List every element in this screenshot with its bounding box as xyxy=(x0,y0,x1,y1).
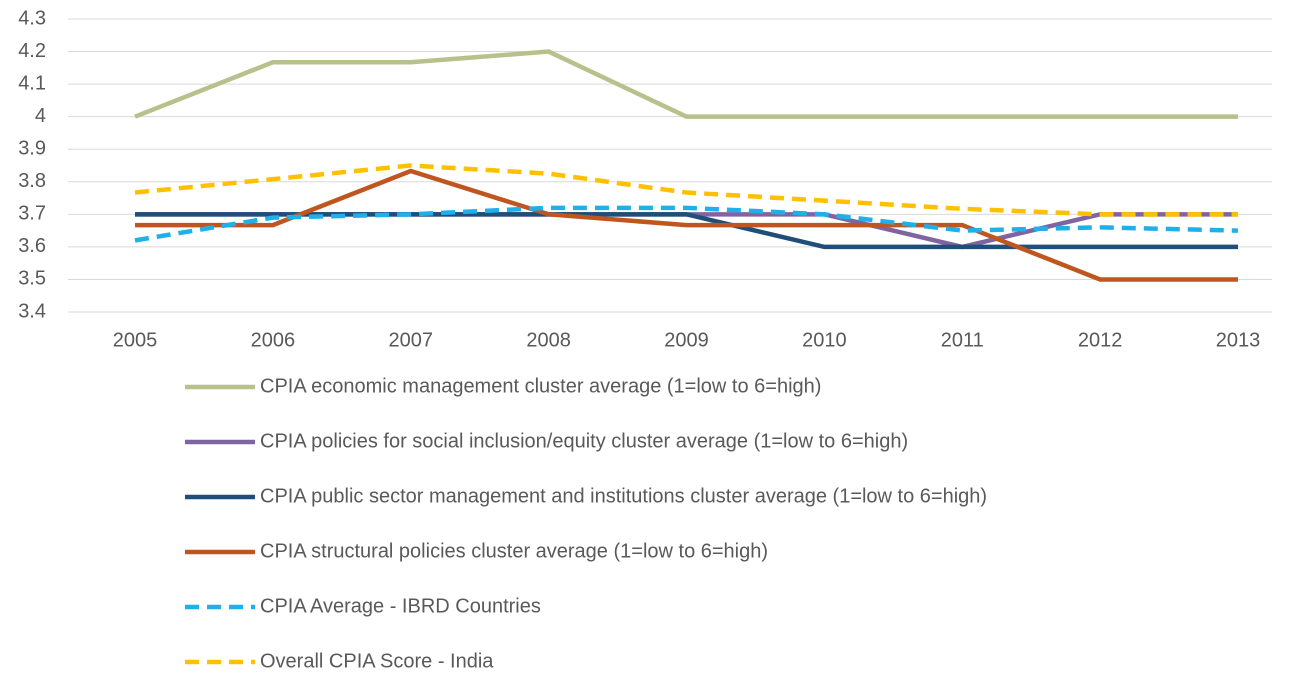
x-tick-label: 2007 xyxy=(389,329,434,351)
legend-label: CPIA structural policies cluster average… xyxy=(260,540,768,562)
legend-label: CPIA public sector management and instit… xyxy=(260,485,987,507)
legend-label: Overall CPIA Score - India xyxy=(260,650,494,672)
y-tick-label: 3.4 xyxy=(18,300,46,322)
series-line xyxy=(134,49,1238,119)
legend-label: CPIA economic management cluster average… xyxy=(260,375,821,397)
x-tick-label: 2011 xyxy=(941,329,984,351)
series-line xyxy=(135,168,1238,282)
legend-label: CPIA policies for social inclusion/equit… xyxy=(260,430,908,452)
y-tick-label: 4.2 xyxy=(18,40,46,62)
y-tick-label: 4 xyxy=(35,105,46,127)
y-tick-label: 4.3 xyxy=(18,7,46,29)
y-tick-label: 4.1 xyxy=(18,72,46,94)
x-tick-label: 2005 xyxy=(113,329,158,351)
y-tick-label: 3.8 xyxy=(18,170,46,192)
x-tick-label: 2009 xyxy=(664,329,709,351)
x-tick-label: 2008 xyxy=(526,329,571,351)
x-tick-label: 2013 xyxy=(1216,329,1261,351)
legend-label: CPIA Average - IBRD Countries xyxy=(260,595,541,617)
y-tick-label: 3.7 xyxy=(18,203,46,225)
y-tick-label: 3.5 xyxy=(18,268,46,290)
y-tick-label: 3.9 xyxy=(18,138,46,160)
y-tick-label: 3.6 xyxy=(18,235,46,257)
x-tick-label: 2010 xyxy=(802,329,847,351)
series-line xyxy=(134,163,1238,217)
x-tick-label: 2012 xyxy=(1078,329,1123,351)
series-line xyxy=(135,212,1238,250)
series-line xyxy=(134,205,1239,243)
x-tick-label: 2006 xyxy=(251,329,296,351)
